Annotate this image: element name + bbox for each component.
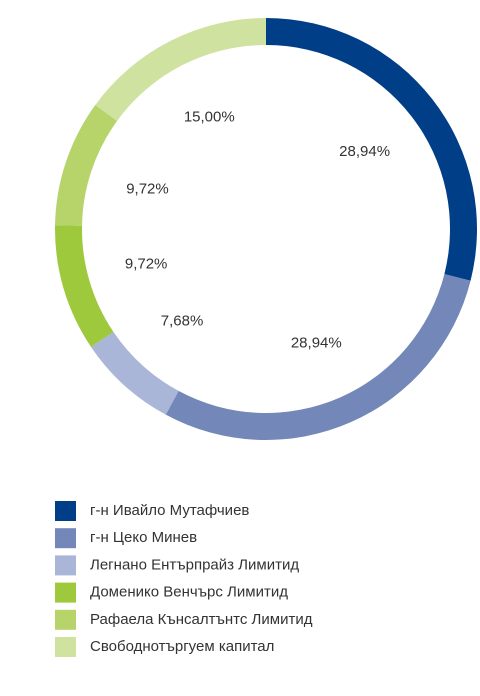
donut-slice xyxy=(91,331,179,415)
data-label: 7,68% xyxy=(161,313,204,330)
legend-swatch xyxy=(55,501,76,521)
data-label: 9,72% xyxy=(126,180,169,197)
legend-swatch xyxy=(55,582,76,603)
donut-slice xyxy=(95,18,266,121)
data-label: 9,72% xyxy=(125,255,168,272)
legend-swatch xyxy=(55,555,76,576)
data-label: 28,94% xyxy=(339,143,390,160)
legend-label: Рафаела Кънсалтънтс Лимитид xyxy=(90,611,313,628)
data-label: 15,00% xyxy=(184,109,235,126)
legend-swatch xyxy=(55,637,76,657)
donut-slice xyxy=(266,18,478,281)
data-label: 28,94% xyxy=(291,334,342,351)
legend-swatch xyxy=(55,609,76,630)
legend-label: Легнано Ентърпрайз Лимитид xyxy=(90,556,299,573)
legend-label: Свободнотъргуем капитал xyxy=(90,638,274,655)
legend-label: г-н Цеко Минев xyxy=(90,529,197,546)
donut-slice xyxy=(55,225,114,347)
legend-label: г-н Ивайло Мутафчиев xyxy=(90,502,249,519)
donut-slice xyxy=(165,274,471,441)
donut-slice xyxy=(55,104,118,226)
legend-label: Доменико Венчърс Лимитид xyxy=(90,584,288,601)
legend-swatch xyxy=(55,528,76,549)
